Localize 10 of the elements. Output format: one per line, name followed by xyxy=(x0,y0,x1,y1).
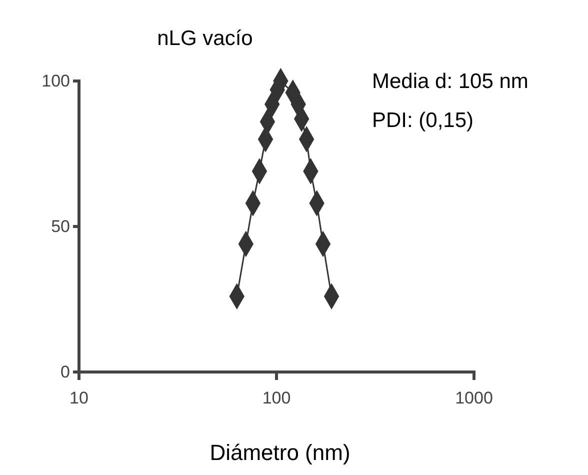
chart-title: nLG vacío xyxy=(157,27,253,50)
x-axis-title: Diámetro (nm) xyxy=(210,440,350,465)
y-tick-label: 0 xyxy=(60,362,70,382)
x-tick-label: 100 xyxy=(262,388,291,408)
y-tick-label: 100 xyxy=(42,71,70,90)
x-tick-label: 1000 xyxy=(455,388,493,408)
annotation: PDI: (0,15) xyxy=(372,109,474,132)
y-tick-label: 50 xyxy=(51,216,70,236)
x-tick-label: 10 xyxy=(70,388,88,408)
annotation: Media d: 105 nm xyxy=(372,70,528,93)
